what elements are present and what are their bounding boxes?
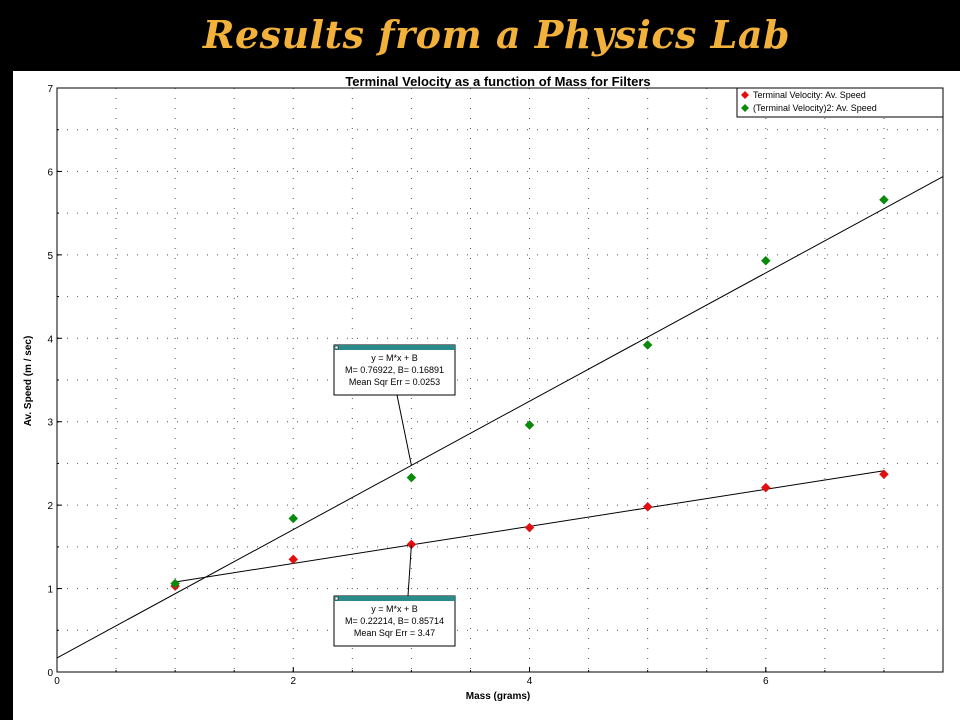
chart-svg: Terminal Velocity as a function of Mass …: [23, 74, 944, 702]
grid-layer: [57, 88, 943, 672]
y-tick-label: 5: [47, 251, 53, 262]
x-tick-label: 0: [54, 676, 60, 687]
x-tick-label: 4: [527, 676, 533, 687]
legend-box: [736, 87, 944, 118]
fit-box-header: [334, 596, 455, 601]
fit-box-handle: [334, 596, 339, 601]
fit-box-header: [334, 345, 455, 350]
y-tick-label: 4: [47, 334, 53, 345]
data-point: [524, 522, 535, 533]
y-tick-label: 6: [47, 167, 53, 178]
fit-box-layer: y = M*x + B M= 0.76922, B= 0.16891 Mean Sq…: [333, 344, 456, 647]
y-tick-label: 1: [47, 585, 53, 596]
y-tick-label: 0: [47, 668, 53, 679]
chart-title: Terminal Velocity as a function of Mass …: [345, 74, 650, 89]
legend: Terminal Velocity: Av. Speed (Terminal Ve…: [736, 87, 944, 118]
data-point: [288, 554, 299, 565]
fit-line: [56, 176, 944, 659]
fit-box-handle: [334, 345, 339, 350]
data-point: [879, 194, 889, 205]
fit-box-text: Mean Sqr Err = 3.47: [354, 628, 435, 638]
y-tick-label: 2: [47, 501, 53, 512]
fit-layer: [56, 176, 944, 659]
data-point: [760, 255, 771, 266]
y-tick-label: 7: [47, 84, 53, 95]
fit-box-text: y = M*x + B: [371, 353, 418, 363]
tick-layer: 0 2 4 6 0 1 2 3 4 5 6 7: [47, 84, 885, 687]
x-tick-label: 6: [763, 676, 769, 687]
legend-items: Terminal Velocity: Av. Speed (Terminal Ve…: [741, 90, 877, 113]
x-axis-title: Mass (grams): [466, 691, 530, 702]
point-layer: [170, 194, 889, 591]
chart-panel: Terminal Velocity as a function of Mass …: [13, 71, 960, 720]
fit-box-text: M= 0.76922, B= 0.16891: [345, 365, 444, 375]
data-point: [760, 482, 771, 493]
fit-box-text: Mean Sqr Err = 0.0253: [349, 377, 440, 387]
data-point: [288, 513, 299, 524]
fit-box-text: M= 0.22214, B= 0.85714: [345, 616, 444, 626]
data-point: [524, 420, 535, 430]
fit-box: [333, 595, 456, 647]
y-tick-label: 3: [47, 418, 53, 429]
x-tick-label: 2: [290, 676, 296, 687]
fit-leader-line: [407, 544, 412, 597]
plot-frame: [56, 87, 944, 673]
legend-label: Terminal Velocity: Av. Speed: [753, 90, 866, 100]
fit-leader-line: [396, 394, 412, 466]
data-point: [642, 340, 653, 350]
data-point: [170, 578, 180, 589]
fit-box-text: y = M*x + B: [371, 604, 418, 614]
y-axis-title: Av. Speed (m / sec): [23, 336, 34, 427]
data-point: [879, 469, 889, 480]
slide-title: Results from a Physics Lab: [202, 12, 791, 57]
legend-marker: [741, 91, 749, 99]
data-point: [406, 472, 417, 483]
legend-marker: [741, 104, 749, 112]
data-point: [642, 501, 653, 512]
legend-label: (Terminal Velocity)2: Av. Speed: [753, 103, 877, 113]
